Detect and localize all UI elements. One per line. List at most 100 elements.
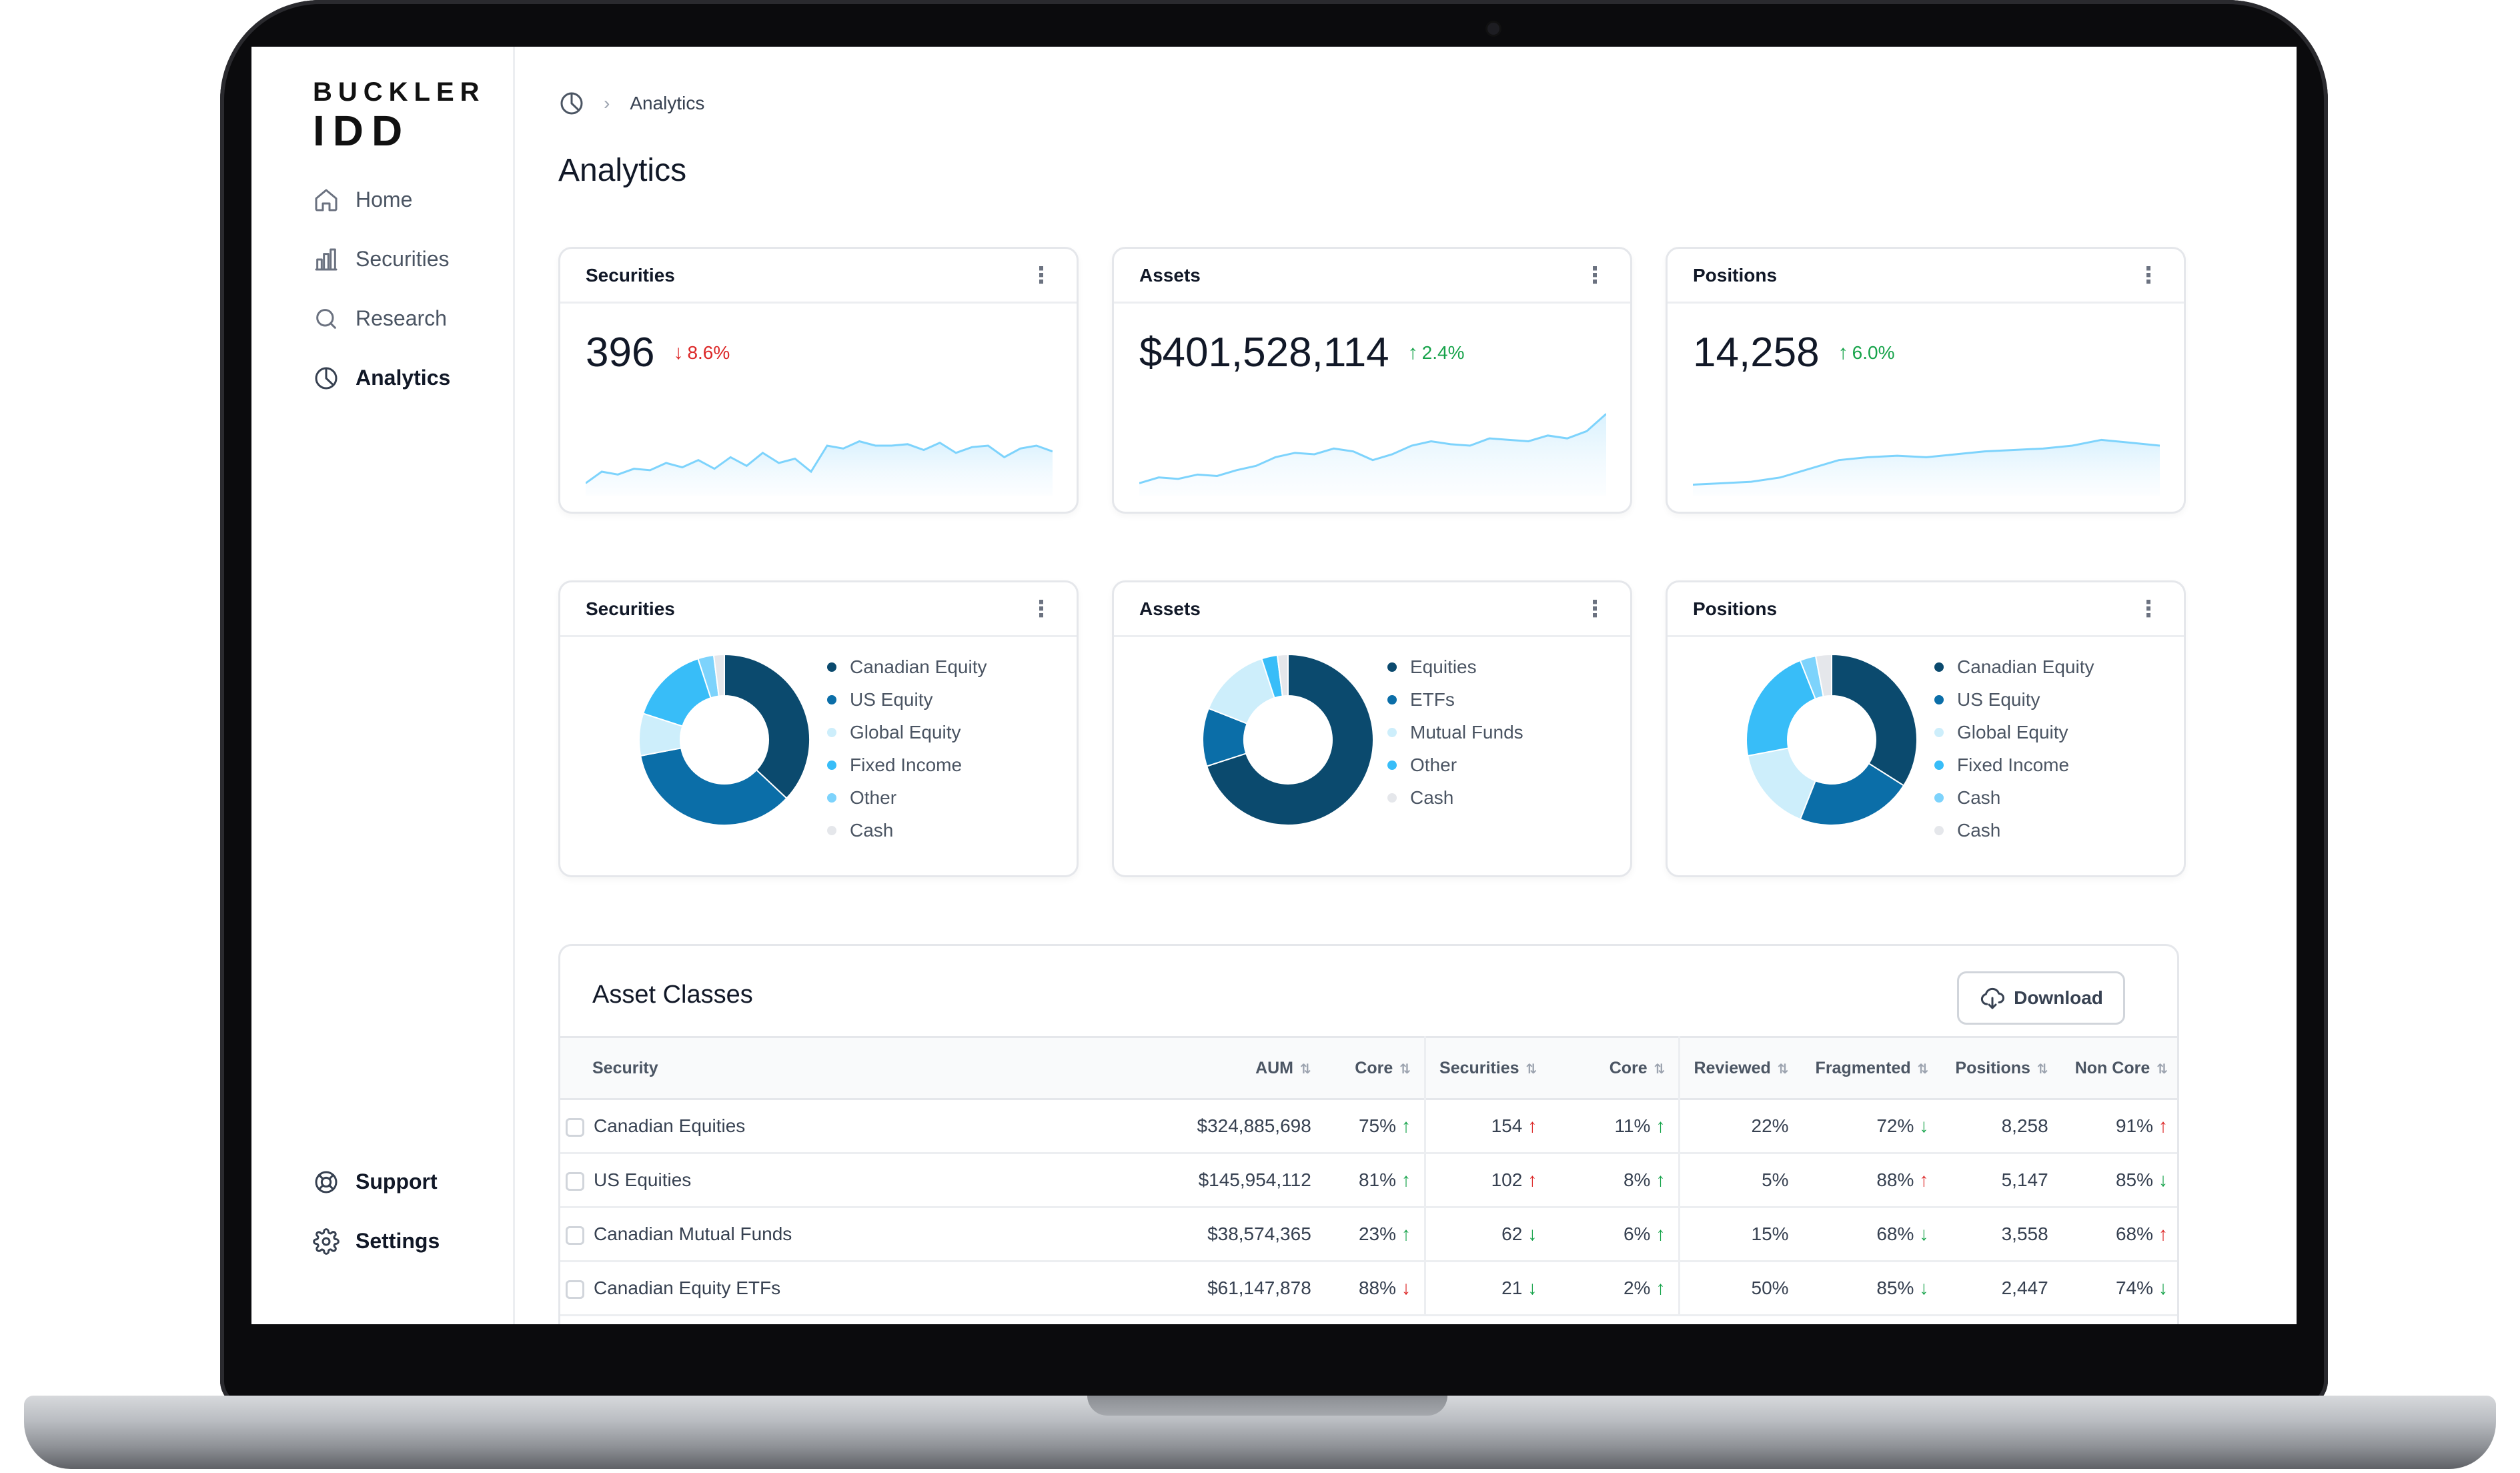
legend-item[interactable]: Cash — [1387, 781, 1523, 814]
legend-item[interactable]: US Equity — [1934, 683, 2094, 716]
stat-change-value: 8.6% — [687, 342, 730, 363]
column-header[interactable]: Positions ⇅ — [1942, 1037, 2061, 1099]
legend-item[interactable]: Canadian Equity — [827, 650, 987, 683]
legend-item[interactable]: Other — [1387, 749, 1523, 781]
sort-icon[interactable]: ⇅ — [1917, 1061, 1929, 1077]
more-vertical-icon[interactable]: ⋮ — [1584, 262, 1606, 288]
column-header[interactable]: Non Core ⇅ — [2062, 1037, 2177, 1099]
table-row[interactable]: Canadian Equity ETFs $61,147,878 88% ↓ 21 ↓ 2%… — [560, 1261, 2177, 1316]
column-header[interactable]: Reviewed ⇅ — [1678, 1037, 1802, 1099]
legend-item[interactable]: US Equity — [827, 683, 987, 716]
legend-dot — [1934, 662, 1944, 672]
cell-value: 5,147 — [2001, 1169, 2048, 1190]
sidebar-item-securities[interactable]: Securities — [313, 229, 500, 289]
column-header[interactable]: Securities ⇅ — [1424, 1037, 1551, 1099]
arrow-down-icon: ↓ — [1527, 1223, 1537, 1244]
table-row[interactable]: Canadian Equities $324,885,698 75% ↑ 154 ↑ 11%… — [560, 1099, 2177, 1153]
brand-logo[interactable]: BUCKLER IDD — [313, 79, 486, 152]
pie-chart-icon — [315, 367, 338, 389]
column-header-label: Non Core — [2074, 1058, 2150, 1077]
stat-change-value: 6.0% — [1852, 342, 1895, 363]
cell-value: $324,885,698 — [1197, 1115, 1311, 1136]
sidebar-item-support[interactable]: Support — [313, 1152, 500, 1211]
more-vertical-icon[interactable]: ⋮ — [1030, 596, 1053, 622]
sort-icon[interactable]: ⇅ — [1654, 1061, 1666, 1077]
donut-slice — [1831, 653, 1918, 787]
sort-icon[interactable]: ⇅ — [2156, 1061, 2168, 1077]
legend-item[interactable]: Fixed Income — [1934, 749, 2094, 781]
legend-item[interactable]: Equities — [1387, 650, 1523, 683]
sort-icon[interactable]: ⇅ — [1525, 1061, 1537, 1077]
cell-value: 75% — [1358, 1115, 1397, 1136]
row-checkbox[interactable] — [566, 1117, 584, 1137]
legend-item[interactable]: Global Equity — [1934, 716, 2094, 749]
column-header-label: Positions — [1955, 1058, 2030, 1077]
table-cell-securities: 62 ↓ — [1424, 1207, 1551, 1262]
legend-dot — [827, 694, 836, 704]
sort-icon[interactable]: ⇅ — [2036, 1061, 2048, 1077]
more-vertical-icon[interactable]: ⋮ — [1030, 262, 1053, 288]
table-cell-fragmented: 85% ↓ — [1802, 1262, 1942, 1316]
legend-item[interactable]: Mutual Funds — [1387, 716, 1523, 749]
table-row[interactable]: US Equities $145,954,112 81% ↑ 102 ↑ 8% ↑ 5% 88% ↑… — [560, 1153, 2177, 1207]
table-cell-noncore: 74% ↓ — [2062, 1262, 2177, 1316]
pie-chart-icon[interactable] — [558, 90, 585, 117]
legend-item[interactable]: Canadian Equity — [1934, 650, 2094, 683]
column-header-label: Reviewed — [1694, 1058, 1771, 1077]
legend-item[interactable]: Global Equity — [827, 716, 987, 749]
column-header[interactable]: Fragmented ⇅ — [1802, 1037, 1942, 1099]
sidebar-item-home[interactable]: Home — [313, 170, 500, 229]
table-cell-reviewed: 5% — [1678, 1153, 1802, 1207]
more-vertical-icon[interactable]: ⋮ — [2137, 262, 2160, 288]
gear-icon — [313, 1228, 340, 1255]
sparkline-line — [1139, 413, 1606, 484]
legend-item[interactable]: ETFs — [1387, 683, 1523, 716]
cell-value: 21 — [1501, 1278, 1523, 1298]
legend-item[interactable]: Fixed Income — [827, 749, 987, 781]
stat-value: $401,528,114 — [1139, 330, 1389, 376]
table-cell-fragmented: 72% ↓ — [1802, 1099, 1942, 1153]
more-vertical-icon[interactable]: ⋮ — [2137, 596, 2160, 622]
arrow-up-icon: ↑ — [2158, 1115, 2168, 1136]
cell-value: 68% — [2115, 1223, 2153, 1244]
legend-label: Other — [850, 787, 897, 808]
legend-dot — [1387, 727, 1397, 737]
table-row[interactable]: Canadian Mutual Funds $38,574,365 23% ↑ 62 ↓ 6… — [560, 1207, 2177, 1262]
row-checkbox[interactable] — [566, 1280, 584, 1299]
breadcrumb-current[interactable]: Analytics — [630, 93, 705, 113]
table-header-row: Security AUM ⇅ Core ⇅ Securities ⇅ Core ⇅ Reviewe… — [560, 1037, 2177, 1099]
cell-value: 154 — [1491, 1115, 1523, 1136]
sidebar-item-label: Home — [356, 187, 413, 211]
sort-icon[interactable]: ⇅ — [1777, 1061, 1789, 1077]
table-cell-securities: 21 ↓ — [1424, 1261, 1551, 1316]
legend-item[interactable]: Cash — [827, 814, 987, 847]
donut-legend: Canadian Equity US Equity Global Equity Fix… — [827, 650, 987, 847]
row-checkbox[interactable] — [566, 1225, 584, 1245]
column-header[interactable]: Core ⇅ — [1325, 1037, 1425, 1099]
sort-icon[interactable]: ⇅ — [1300, 1061, 1311, 1077]
legend-label: Cash — [1957, 787, 2001, 808]
legend-dot — [1387, 760, 1397, 770]
donut-slice — [1814, 653, 1832, 698]
table-cell-positions: 8,258 — [1942, 1099, 2061, 1153]
asset-classes-table: Security AUM ⇅ Core ⇅ Securities ⇅ Core ⇅ Reviewe… — [560, 1036, 2177, 1316]
column-header[interactable]: AUM ⇅ — [1110, 1037, 1325, 1099]
sort-icon[interactable]: ⇅ — [1399, 1061, 1411, 1077]
legend-item[interactable]: Other — [827, 781, 987, 814]
legend-item[interactable]: Cash — [1934, 781, 2094, 814]
legend-item[interactable]: Cash — [1934, 814, 2094, 847]
row-checkbox[interactable] — [566, 1171, 584, 1191]
stat-card-positions: Positions ⋮ 14,258 ↑ 6.0% — [1666, 247, 2186, 514]
sidebar-item-label: Research — [356, 306, 447, 330]
legend-dot — [827, 662, 836, 672]
column-header-label: Security — [592, 1058, 658, 1077]
sidebar-item-settings[interactable]: Settings — [313, 1211, 500, 1271]
column-header[interactable]: Core ⇅ — [1550, 1037, 1680, 1099]
sidebar-item-label: Settings — [356, 1229, 440, 1253]
donut-card-positions: Positions ⋮ Canadian Equity US Equity Globa… — [1666, 580, 2186, 877]
download-button[interactable]: Download — [1957, 971, 2125, 1025]
sidebar-item-analytics[interactable]: Analytics — [313, 348, 500, 408]
cell-value: Canadian Equities — [594, 1115, 746, 1136]
sidebar-item-research[interactable]: Research — [313, 289, 500, 348]
more-vertical-icon[interactable]: ⋮ — [1584, 596, 1606, 622]
